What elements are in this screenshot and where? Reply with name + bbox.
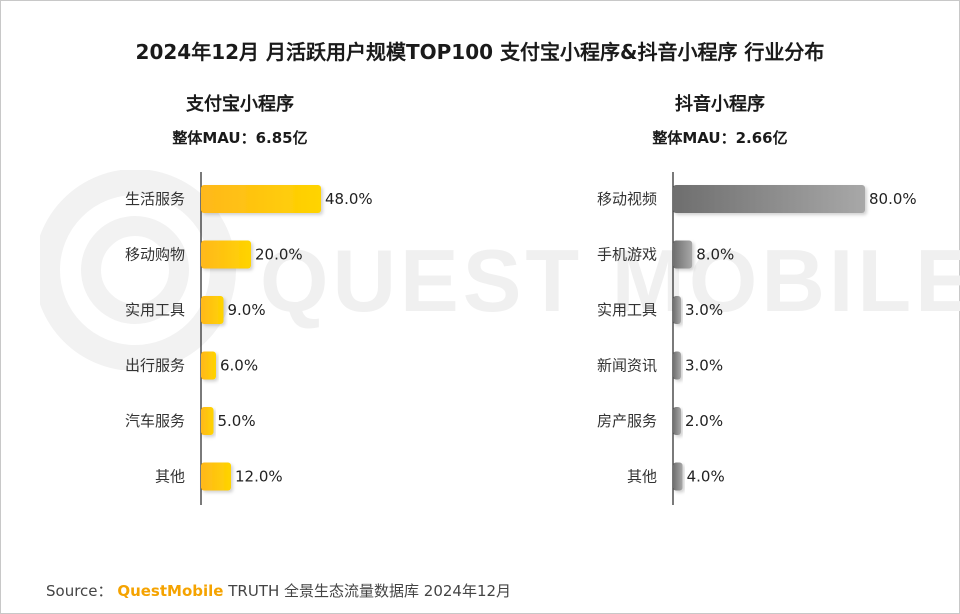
- right-value-label: 2.0%: [685, 412, 723, 430]
- left-category-label: 生活服务: [125, 190, 185, 208]
- left-category-label: 实用工具: [125, 301, 185, 319]
- right-bar: [673, 240, 693, 269]
- left-panel-title: 支付宝小程序: [186, 94, 294, 115]
- left-value-label: 9.0%: [228, 301, 266, 319]
- left-panel-subtitle: 整体MAU：6.85亿: [172, 129, 308, 147]
- right-panel-title: 抖音小程序: [675, 94, 765, 115]
- right-bar: [673, 462, 683, 491]
- left-value-label: 12.0%: [235, 468, 283, 486]
- right-category-label: 实用工具: [597, 301, 657, 319]
- right-category-label: 移动视频: [597, 190, 657, 208]
- right-value-label: 3.0%: [685, 301, 723, 319]
- left-category-label: 汽车服务: [125, 412, 185, 430]
- right-bar: [673, 407, 681, 435]
- left-bar: [201, 185, 321, 213]
- right-category-label: 新闻资讯: [597, 357, 657, 375]
- right-bar: [673, 185, 865, 213]
- left-bar: [201, 296, 224, 324]
- left-category-label: 出行服务: [125, 357, 185, 375]
- right-bar: [673, 351, 681, 380]
- right-value-label: 3.0%: [685, 357, 723, 375]
- source-text: TRUTH 全景生态流量数据库 2024年12月: [228, 582, 512, 600]
- left-value-label: 48.0%: [325, 190, 373, 208]
- right-bar: [673, 296, 681, 324]
- chart-title: 2024年12月 月活跃用户规模TOP100 支付宝小程序&抖音小程序 行业分布: [135, 40, 825, 64]
- left-bar: [201, 351, 216, 380]
- left-bar: [201, 240, 251, 269]
- source-prefix: Source：: [46, 582, 113, 600]
- right-value-label: 4.0%: [687, 468, 725, 486]
- left-bar: [201, 407, 214, 435]
- left-value-label: 20.0%: [255, 246, 303, 264]
- left-category-label: 移动购物: [125, 246, 185, 264]
- right-value-label: 80.0%: [869, 190, 917, 208]
- right-panel-subtitle: 整体MAU：2.66亿: [652, 129, 788, 147]
- source-brand: QuestMobile: [117, 582, 224, 600]
- right-category-label: 手机游戏: [597, 246, 657, 264]
- left-category-label: 其他: [155, 468, 185, 486]
- source-line: Source： QuestMobile TRUTH 全景生态流量数据库 2024…: [46, 580, 511, 601]
- right-value-label: 8.0%: [696, 246, 734, 264]
- left-value-label: 5.0%: [218, 412, 256, 430]
- left-value-label: 6.0%: [220, 357, 258, 375]
- right-category-label: 其他: [627, 468, 657, 486]
- right-category-label: 房产服务: [597, 412, 657, 430]
- left-bar: [201, 462, 231, 491]
